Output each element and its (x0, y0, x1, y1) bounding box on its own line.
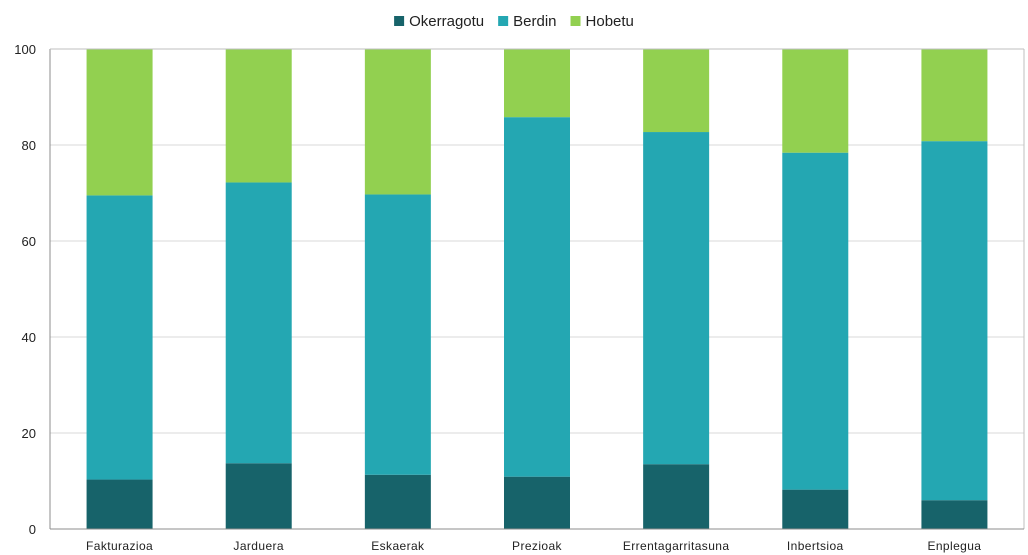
y-tick-label: 40 (22, 330, 36, 345)
legend-swatch-hobetu (570, 16, 581, 26)
x-category-label: Enplegua (927, 539, 981, 553)
x-category-label: Errentagarritasuna (623, 539, 730, 553)
bar-segment-berdin-errentagarritasuna (643, 132, 710, 465)
legend-label-berdin: Berdin (513, 13, 556, 30)
bar-segment-hobetu-jarduera (225, 49, 292, 183)
legend: Okerragotu Berdin Hobetu (394, 13, 634, 30)
bar-segment-berdin-eskaerak (364, 194, 431, 475)
bar-segment-okerragotu-inbertsioa (782, 489, 849, 529)
bar-segment-okerragotu-errentagarritasuna (643, 464, 710, 529)
bar-segment-berdin-prezioak (504, 117, 570, 477)
bar-segment-berdin-enplegua (921, 141, 988, 501)
y-tick-label: 80 (22, 138, 36, 153)
y-tick-labels: 0 20 40 60 80 100 (14, 42, 36, 537)
bars (86, 49, 988, 529)
y-tick-label: 100 (14, 42, 36, 57)
bar-segment-hobetu-fakturazioa (86, 49, 153, 196)
legend-swatch-okerragotu (394, 16, 405, 26)
y-tick-label: 0 (29, 522, 36, 537)
x-category-label: Eskaerak (371, 539, 425, 553)
bar-segment-hobetu-eskaerak (364, 49, 431, 195)
bar-segment-hobetu-enplegua (921, 49, 988, 142)
bar-segment-hobetu-errentagarritasuna (643, 49, 710, 133)
bar-segment-berdin-fakturazioa (86, 195, 153, 480)
legend-swatch-berdin (498, 16, 509, 26)
x-category-label: Jarduera (233, 539, 284, 553)
legend-label-okerragotu: Okerragotu (409, 13, 484, 30)
axes (49, 48, 1025, 530)
x-category-label: Prezioak (512, 539, 562, 553)
y-tick-label: 60 (22, 234, 36, 249)
bar-segment-okerragotu-fakturazioa (86, 479, 153, 529)
bar-segment-hobetu-prezioak (504, 49, 570, 118)
bar-segment-okerragotu-eskaerak (364, 474, 431, 529)
bar-segment-berdin-jarduera (225, 182, 292, 464)
bar-segment-hobetu-inbertsioa (782, 49, 849, 153)
legend-label-hobetu: Hobetu (586, 13, 634, 30)
x-category-labels: Fakturazioa Jarduera Eskaerak Prezioak Erren… (86, 539, 981, 553)
bar-segment-okerragotu-jarduera (225, 463, 292, 529)
x-category-label: Inbertsioa (787, 539, 844, 553)
bar-segment-okerragotu-enplegua (921, 500, 988, 529)
x-category-label: Fakturazioa (86, 539, 153, 553)
bar-segment-berdin-inbertsioa (782, 152, 849, 490)
y-tick-label: 20 (22, 426, 36, 441)
bar-segment-okerragotu-prezioak (504, 476, 570, 529)
